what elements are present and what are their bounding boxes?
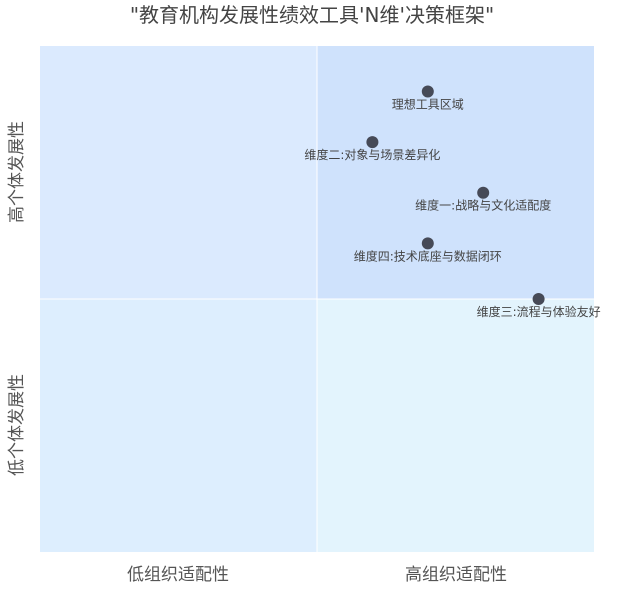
data-point-label: 维度三:流程与体验友好: [477, 304, 601, 319]
data-point[interactable]: [421, 85, 434, 98]
data-point-label: 维度四:技术底座与数据闭环: [354, 248, 502, 263]
data-point[interactable]: [532, 293, 545, 305]
quadrant-bottom-right: [317, 299, 594, 552]
chart-title: "教育机构发展性绩效工具'N维'决策框架": [129, 3, 495, 27]
data-point[interactable]: [477, 186, 490, 199]
y-axis-label-high: 高个体发展性: [7, 121, 27, 223]
data-point[interactable]: [421, 237, 434, 250]
x-axis-label-high: 高组织适配性: [405, 565, 507, 585]
data-point[interactable]: [366, 136, 379, 149]
data-point-label: 理想工具区域: [392, 97, 464, 112]
data-point-label: 维度二:对象与场景差异化: [304, 147, 440, 162]
x-axis-label-low: 低组织适配性: [127, 565, 229, 585]
data-point-label: 维度一:战略与文化适配度: [415, 198, 551, 213]
y-axis-label-low: 低个体发展性: [7, 374, 27, 476]
quadrant-top-right: [317, 46, 594, 299]
quadrant-top-left: [40, 46, 317, 299]
quadrant-bottom-left: [40, 299, 317, 552]
